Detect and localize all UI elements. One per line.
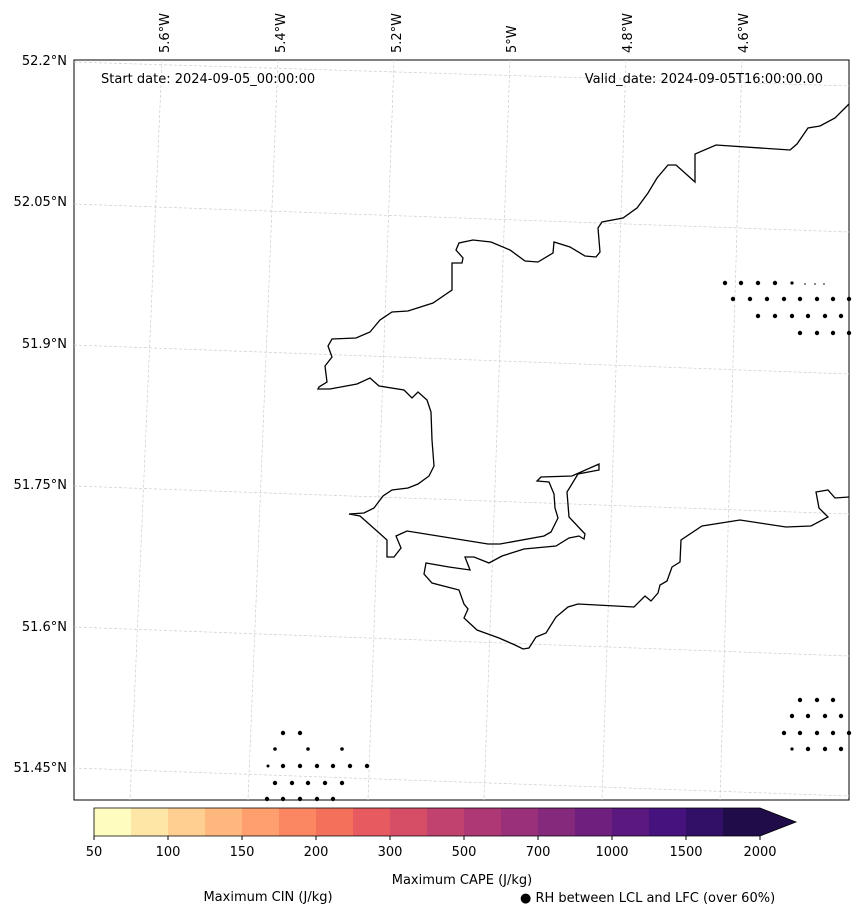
colorbar-outline [93,807,798,837]
colorbar-extend-arrow [760,808,796,836]
colorbar-segment [575,808,613,836]
colorbar-tick-label: 700 [526,845,551,860]
lat-label: 52.2°N [22,54,67,69]
lat-label: 51.6°N [22,620,67,635]
lat-label: 51.45°N [14,761,67,776]
colorbar-segment [538,808,576,836]
colorbar-tick-label: 2000 [743,845,776,860]
colorbar-segment [94,808,132,836]
lon-label: 5°W [505,25,520,53]
colorbar-tick-label: 500 [452,845,477,860]
cin-legend: Maximum CIN (J/kg) [203,890,332,905]
lon-label: 5.4°W [274,13,289,53]
lon-label: 5.6°W [158,13,173,53]
lon-label: 4.6°W [737,13,752,53]
lat-labels: 52.2°N 52.05°N 51.9°N 51.75°N 51.6°N 51.… [14,54,67,776]
colorbar-segment [316,808,354,836]
colorbar-tick-label: 50 [86,845,103,860]
colorbar-segment [242,808,280,836]
rh-legend: ● RH between LCL and LFC (over 60%) [520,891,775,906]
map-frame [73,59,850,801]
colorbar-segment [464,808,502,836]
lat-label: 51.9°N [22,337,67,352]
colorbar-segment [279,808,317,836]
rh-dots [264,280,852,802]
colorbar-tick-label: 100 [156,845,181,860]
colorbar-segment [649,808,687,836]
colorbar-segment [612,808,650,836]
colorbar-segment [205,808,243,836]
start-date: Start date: 2024-09-05_00:00:00 [101,72,315,87]
colorbar-label: Maximum CAPE (J/kg) [392,873,532,888]
colorbar-segment [686,808,724,836]
lat-label: 51.75°N [14,478,67,493]
colorbar-segment [131,808,169,836]
lat-label: 52.05°N [14,195,67,210]
lon-labels: 5.6°W 5.4°W 5.2°W 5°W 4.8°W 4.6°W [158,13,752,53]
colorbar-tick-label: 300 [378,845,403,860]
colorbar-segment [427,808,465,836]
gridlines [73,59,850,801]
colorbar-segment [501,808,539,836]
lon-label: 5.2°W [390,13,405,53]
colorbar-tick-label: 200 [304,845,329,860]
valid-date: Valid_date: 2024-09-05T16:00:00.00 [585,72,823,87]
colorbar-ticks: 50 100 150 200 300 500 700 1000 1500 2000 [86,836,777,860]
lon-label: 4.8°W [621,13,636,53]
colorbar-segment [723,808,761,836]
colorbar-tick-label: 150 [230,845,255,860]
colorbar-segment [390,808,428,836]
colorbar-tick-label: 1000 [595,845,628,860]
colorbar-segment [168,808,206,836]
colorbar-segment [353,808,391,836]
coastline [316,103,850,650]
cape-colorbar [93,807,798,837]
colorbar-tick-label: 1500 [669,845,702,860]
